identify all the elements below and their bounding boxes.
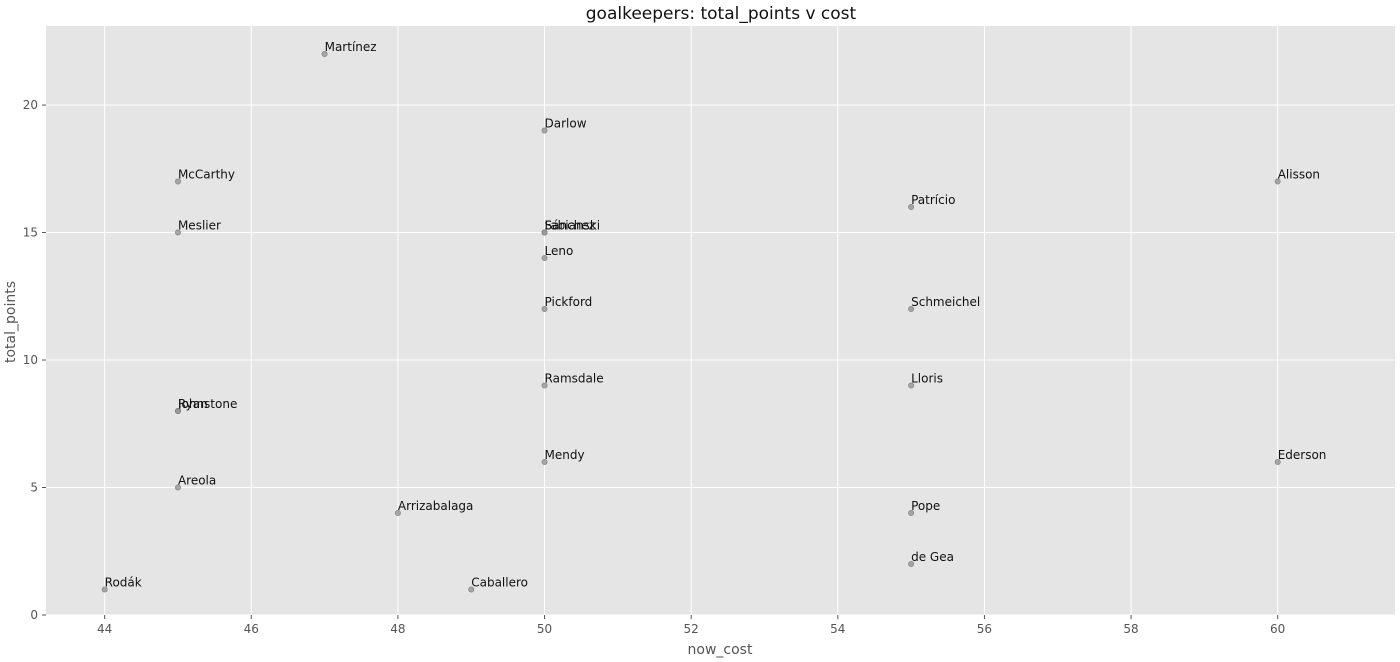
data-point xyxy=(908,382,915,389)
point-label: Lloris xyxy=(911,372,943,386)
data-points: Martínez Darlow McCarthy Alisson Patrício Mes… xyxy=(101,40,1327,593)
data-point xyxy=(394,510,401,517)
point-label: Schmeichel xyxy=(911,295,980,309)
point-label: Areola xyxy=(178,474,216,488)
data-point xyxy=(174,484,181,491)
data-point xyxy=(541,459,548,466)
x-tick-label: 52 xyxy=(684,622,699,636)
point-label: de Gea xyxy=(911,550,954,564)
data-point xyxy=(1274,459,1281,466)
point-label: Pope xyxy=(911,499,940,513)
point-label: Alisson xyxy=(1278,168,1320,182)
point-label: Caballero xyxy=(471,576,528,590)
x-axis-label: now_cost xyxy=(688,642,753,658)
y-tick-label: 15 xyxy=(23,226,38,240)
data-point xyxy=(541,255,548,262)
data-point xyxy=(468,586,475,593)
y-tick-label: 20 xyxy=(23,98,38,112)
y-tick-label: 5 xyxy=(30,481,38,495)
x-tick-label: 46 xyxy=(244,622,259,636)
point-label: Pickford xyxy=(545,295,593,309)
x-tick-label: 50 xyxy=(537,622,552,636)
x-tick-label: 60 xyxy=(1270,622,1285,636)
grid-lines xyxy=(46,26,1395,616)
point-label: Arrizabalaga xyxy=(398,499,473,513)
chart-title: goalkeepers: total_points v cost xyxy=(586,4,857,24)
data-point xyxy=(174,178,181,185)
data-point xyxy=(321,51,328,58)
data-point xyxy=(908,561,915,568)
x-axis-ticks: 44 46 48 50 52 54 56 58 60 xyxy=(97,615,1285,636)
point-label: Darlow xyxy=(545,117,587,131)
data-point xyxy=(908,306,915,313)
data-point xyxy=(541,382,548,389)
data-point xyxy=(541,306,548,313)
plot-area xyxy=(46,26,1395,615)
y-axis-ticks: 0 5 10 15 20 xyxy=(23,98,46,622)
data-point xyxy=(541,127,548,134)
x-tick-label: 54 xyxy=(830,622,845,636)
x-tick-label: 58 xyxy=(1123,622,1138,636)
point-label: Rodák xyxy=(105,576,142,590)
data-point xyxy=(174,229,181,236)
point-label: McCarthy xyxy=(178,168,235,182)
point-label: Fabianski xyxy=(545,219,601,233)
data-point xyxy=(101,586,108,593)
data-point xyxy=(174,408,181,415)
y-tick-label: 0 xyxy=(30,608,38,622)
point-label: Mendy xyxy=(545,448,585,462)
y-axis-label: total_points xyxy=(3,281,19,363)
x-tick-label: 56 xyxy=(977,622,992,636)
point-label: Sánchez xyxy=(545,219,595,233)
data-point xyxy=(908,204,915,211)
point-label: Martínez xyxy=(325,40,377,54)
point-label: Ramsdale xyxy=(545,372,604,386)
point-label: Johnstone xyxy=(177,397,237,411)
point-label: Patrício xyxy=(911,193,955,207)
point-label: Leno xyxy=(545,244,574,258)
x-tick-label: 44 xyxy=(97,622,112,636)
data-point xyxy=(1274,178,1281,185)
y-tick-label: 10 xyxy=(23,353,38,367)
data-point xyxy=(541,229,548,236)
data-point xyxy=(908,510,915,517)
point-label: Meslier xyxy=(178,219,221,233)
x-tick-label: 48 xyxy=(390,622,405,636)
point-label: Ederson xyxy=(1278,448,1327,462)
point-label: Ryan xyxy=(178,397,208,411)
